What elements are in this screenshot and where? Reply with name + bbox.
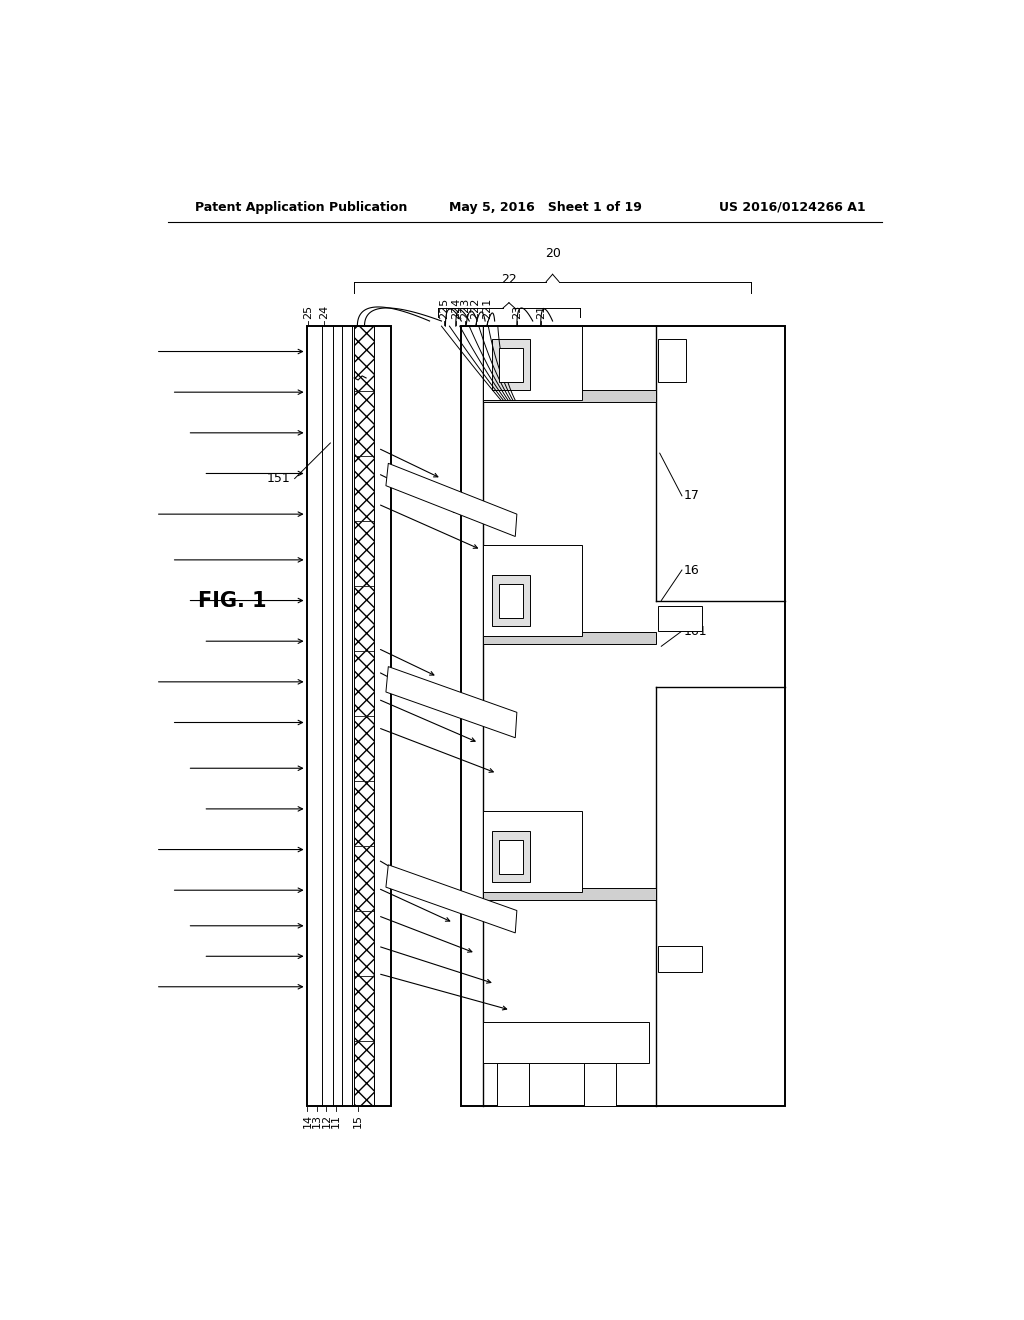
Bar: [354, 455, 374, 521]
Bar: [354, 911, 374, 975]
Text: 22: 22: [501, 273, 517, 286]
Bar: [354, 975, 374, 1040]
Bar: [658, 339, 686, 381]
Text: 25: 25: [303, 305, 313, 319]
Bar: [500, 348, 523, 381]
Bar: [354, 846, 374, 911]
Bar: [461, 326, 785, 1106]
Text: 14: 14: [302, 1114, 312, 1129]
Text: 13: 13: [312, 1114, 322, 1127]
Text: 20: 20: [545, 247, 560, 260]
Bar: [482, 545, 582, 636]
Bar: [354, 521, 374, 586]
Bar: [354, 1040, 374, 1106]
Bar: [585, 1063, 616, 1106]
Polygon shape: [386, 667, 517, 738]
Bar: [493, 832, 530, 882]
Text: 15: 15: [353, 1114, 364, 1127]
Bar: [354, 715, 374, 781]
Bar: [497, 1063, 528, 1106]
Text: 12: 12: [322, 1114, 332, 1129]
Text: 11: 11: [331, 1114, 341, 1127]
Text: May 5, 2016   Sheet 1 of 19: May 5, 2016 Sheet 1 of 19: [450, 201, 642, 214]
Bar: [354, 781, 374, 846]
Bar: [354, 326, 374, 391]
Bar: [500, 841, 523, 874]
Text: 221: 221: [481, 298, 492, 319]
Bar: [354, 326, 374, 1106]
Bar: [493, 339, 530, 391]
Bar: [482, 810, 582, 892]
Bar: [500, 585, 523, 618]
Polygon shape: [386, 463, 517, 536]
Bar: [482, 888, 655, 900]
Bar: [658, 946, 701, 972]
Text: 223: 223: [460, 298, 470, 319]
Text: 225: 225: [439, 298, 449, 319]
Bar: [482, 1022, 649, 1063]
Text: 161: 161: [684, 624, 708, 638]
Text: 224: 224: [451, 297, 461, 319]
Text: 17: 17: [684, 490, 699, 503]
Text: 222: 222: [471, 297, 480, 319]
Bar: [354, 651, 374, 715]
Text: 16: 16: [684, 564, 699, 577]
Bar: [306, 326, 391, 1106]
Text: 151: 151: [267, 473, 291, 484]
Bar: [354, 391, 374, 455]
Text: US 2016/0124266 A1: US 2016/0124266 A1: [719, 201, 866, 214]
Polygon shape: [386, 865, 517, 933]
Bar: [482, 391, 655, 403]
Text: 24: 24: [319, 305, 329, 319]
Bar: [493, 576, 530, 626]
Bar: [482, 326, 582, 400]
Bar: [354, 586, 374, 651]
Bar: [482, 632, 655, 644]
Text: 21: 21: [536, 305, 546, 319]
Text: FIG. 1: FIG. 1: [198, 590, 266, 611]
Text: Patent Application Publication: Patent Application Publication: [196, 201, 408, 214]
Text: 23: 23: [512, 305, 522, 319]
Bar: [658, 606, 701, 631]
